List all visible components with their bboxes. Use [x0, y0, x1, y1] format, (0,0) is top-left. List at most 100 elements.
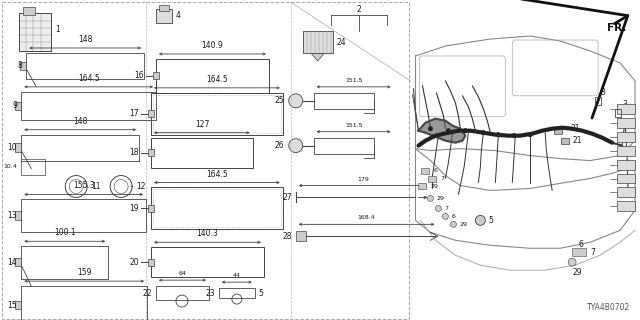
Bar: [15, 101, 20, 110]
Text: 5: 5: [488, 216, 493, 225]
Bar: [303, 31, 333, 53]
Bar: [15, 211, 20, 220]
Text: 15: 15: [8, 300, 17, 309]
Circle shape: [496, 132, 500, 137]
Circle shape: [289, 139, 303, 153]
Text: TYA4B0702: TYA4B0702: [587, 303, 630, 312]
Text: 9: 9: [12, 101, 17, 110]
Text: 6: 6: [578, 240, 583, 249]
Text: 4: 4: [176, 11, 181, 20]
Text: 29: 29: [460, 222, 467, 227]
Bar: [151, 93, 283, 135]
Bar: [572, 248, 586, 256]
Bar: [15, 301, 20, 309]
Bar: [219, 288, 255, 298]
Text: 151.5: 151.5: [345, 123, 362, 128]
Circle shape: [451, 221, 456, 227]
Text: 7: 7: [444, 206, 449, 211]
Text: 14: 14: [8, 258, 17, 267]
Circle shape: [568, 258, 576, 266]
Text: 19: 19: [129, 204, 139, 213]
Text: 159: 159: [77, 268, 92, 277]
Bar: [561, 138, 569, 144]
Text: 23: 23: [205, 289, 215, 298]
Polygon shape: [419, 119, 465, 143]
Bar: [19, 13, 51, 51]
Bar: [617, 201, 635, 212]
Bar: [21, 92, 156, 120]
Text: 1: 1: [55, 25, 60, 34]
Text: 151.5: 151.5: [345, 78, 362, 83]
Bar: [153, 189, 281, 227]
Bar: [20, 62, 26, 70]
Circle shape: [428, 196, 433, 201]
Bar: [21, 286, 147, 320]
Text: 148: 148: [73, 117, 88, 126]
Text: 8: 8: [17, 61, 22, 70]
Bar: [554, 128, 562, 134]
Bar: [617, 188, 635, 197]
Text: 21: 21: [572, 136, 582, 145]
Text: 179: 179: [357, 177, 369, 181]
Text: 10.4: 10.4: [4, 164, 17, 169]
Bar: [617, 173, 635, 183]
Bar: [617, 160, 635, 170]
Text: 7: 7: [440, 176, 444, 181]
Bar: [21, 159, 45, 174]
Polygon shape: [310, 53, 324, 61]
Bar: [153, 95, 281, 133]
Text: 18: 18: [129, 148, 139, 157]
Text: 127: 127: [195, 120, 209, 129]
Text: 100.1: 100.1: [54, 228, 76, 237]
Text: 7: 7: [590, 248, 595, 257]
Circle shape: [428, 126, 433, 131]
Text: 5: 5: [259, 289, 264, 298]
Text: 17: 17: [129, 109, 139, 118]
Bar: [21, 135, 139, 161]
Circle shape: [435, 205, 442, 212]
Text: 27: 27: [282, 193, 292, 202]
Bar: [15, 258, 20, 266]
Text: 25: 25: [274, 96, 284, 105]
Circle shape: [528, 132, 532, 137]
Bar: [617, 132, 635, 142]
Bar: [617, 146, 635, 156]
Bar: [21, 199, 146, 232]
Text: 26: 26: [274, 141, 284, 150]
Bar: [151, 247, 264, 277]
Text: 21: 21: [570, 124, 580, 133]
Text: 164.5: 164.5: [206, 75, 228, 84]
Bar: [595, 97, 601, 105]
Text: 29: 29: [436, 196, 444, 201]
Circle shape: [481, 130, 486, 135]
Text: 16: 16: [134, 71, 144, 80]
Bar: [422, 168, 429, 173]
Bar: [23, 7, 35, 15]
Text: 164.5: 164.5: [206, 170, 228, 179]
Text: 20: 20: [129, 258, 139, 267]
Bar: [159, 5, 169, 11]
Text: 6: 6: [433, 168, 437, 173]
Bar: [156, 286, 209, 300]
Bar: [428, 176, 436, 181]
Text: 44: 44: [233, 273, 241, 278]
Text: 22: 22: [143, 289, 152, 298]
Bar: [296, 231, 306, 241]
Bar: [148, 110, 154, 117]
Bar: [156, 9, 172, 23]
Bar: [148, 149, 154, 156]
Text: 28: 28: [282, 232, 292, 241]
Text: 29: 29: [431, 184, 438, 189]
Text: 148: 148: [78, 35, 92, 44]
Text: 164.5: 164.5: [78, 74, 100, 83]
Bar: [151, 188, 283, 229]
Text: 6: 6: [451, 214, 455, 219]
Circle shape: [476, 215, 485, 225]
Text: 155.3: 155.3: [73, 181, 95, 190]
Bar: [314, 138, 374, 154]
Circle shape: [463, 128, 468, 133]
Bar: [314, 93, 374, 109]
Text: 140.9: 140.9: [202, 41, 223, 50]
Text: FR.: FR.: [607, 23, 627, 33]
Bar: [148, 205, 154, 212]
